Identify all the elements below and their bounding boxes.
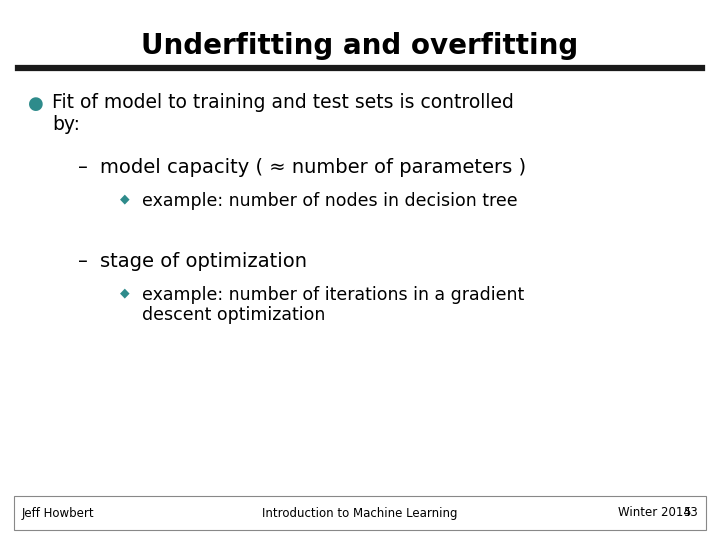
- Text: Fit of model to training and test sets is controlled: Fit of model to training and test sets i…: [52, 93, 514, 112]
- Text: example: number of iterations in a gradient: example: number of iterations in a gradi…: [142, 286, 524, 304]
- Text: Underfitting and overfitting: Underfitting and overfitting: [141, 32, 579, 60]
- Text: Introduction to Machine Learning: Introduction to Machine Learning: [262, 507, 458, 519]
- Text: ◆: ◆: [120, 192, 130, 205]
- Text: stage of optimization: stage of optimization: [100, 252, 307, 271]
- Text: by:: by:: [52, 115, 80, 134]
- Text: –: –: [78, 158, 88, 177]
- Text: Jeff Howbert: Jeff Howbert: [22, 507, 94, 519]
- Text: Winter 2014: Winter 2014: [618, 507, 691, 519]
- Text: ◆: ◆: [120, 286, 130, 299]
- Text: –: –: [78, 252, 88, 271]
- Text: model capacity ( ≈ number of parameters ): model capacity ( ≈ number of parameters …: [100, 158, 526, 177]
- Text: ●: ●: [28, 95, 44, 113]
- Text: 53: 53: [683, 507, 698, 519]
- Text: example: number of nodes in decision tree: example: number of nodes in decision tre…: [142, 192, 518, 210]
- Text: descent optimization: descent optimization: [142, 306, 325, 324]
